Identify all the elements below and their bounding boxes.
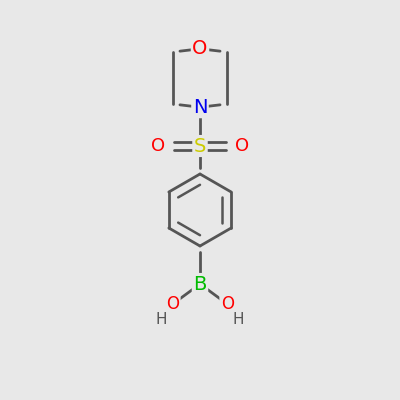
Text: O: O (221, 295, 234, 313)
Text: H: H (156, 312, 167, 327)
Text: O: O (166, 295, 179, 313)
Text: N: N (193, 98, 207, 117)
Text: B: B (193, 274, 207, 294)
Text: O: O (192, 39, 208, 58)
Text: H: H (233, 312, 244, 327)
Text: O: O (234, 137, 249, 155)
Text: S: S (194, 136, 206, 156)
Text: O: O (151, 137, 166, 155)
